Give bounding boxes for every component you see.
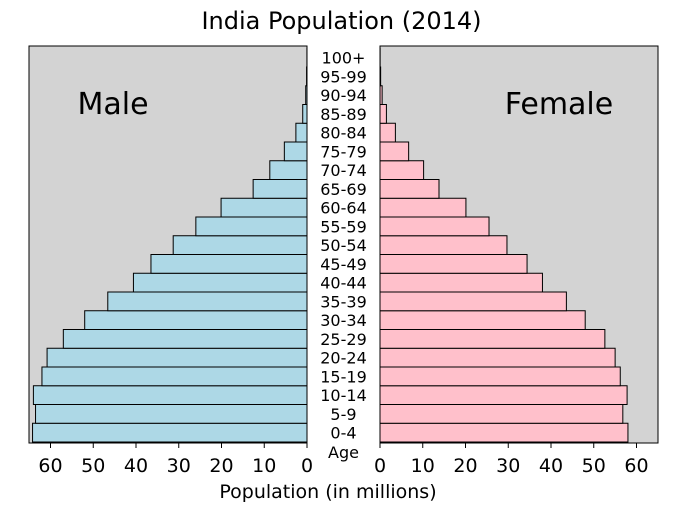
female-bar-0-4 [380, 423, 628, 442]
female-x-tick-label: 20 [453, 455, 477, 477]
age-tick-label: 25-29 [320, 330, 367, 349]
female-bar-70-74 [380, 161, 424, 180]
male-bar-50-54 [173, 236, 307, 255]
female-bar-45-49 [380, 255, 527, 274]
female-x-tick-label: 50 [582, 455, 606, 477]
male-bar-55-59 [196, 217, 307, 236]
male-bar-70-74 [270, 161, 307, 180]
female-bar-55-59 [380, 217, 489, 236]
age-tick-label: 20-24 [320, 349, 367, 368]
male-bar-80-84 [296, 123, 307, 142]
chart-title: India Population (2014) [201, 7, 481, 35]
female-bar-15-19 [380, 367, 620, 386]
male-bar-0-4 [33, 423, 307, 442]
male-bar-40-44 [133, 273, 307, 292]
male-bar-5-9 [36, 405, 307, 424]
male-x-tick-label: 30 [167, 455, 191, 477]
age-tick-label: 35-39 [320, 292, 367, 311]
female-bar-80-84 [380, 123, 395, 142]
age-tick-label: 65-69 [320, 180, 367, 199]
female-bar-85-89 [380, 105, 386, 124]
male-bar-60-64 [221, 198, 307, 217]
age-tick-label: 55-59 [320, 217, 367, 236]
female-bar-50-54 [380, 236, 507, 255]
age-tick-label: 5-9 [330, 405, 356, 424]
age-tick-label: 95-99 [320, 67, 367, 86]
male-x-tick-label: 50 [81, 455, 105, 477]
female-x-tick-label: 40 [539, 455, 563, 477]
female-bar-75-79 [380, 142, 409, 161]
female-bar-40-44 [380, 273, 542, 292]
male-bar-35-39 [108, 292, 307, 311]
female-x-tick-label: 10 [411, 455, 435, 477]
female-bar-65-69 [380, 180, 439, 199]
male-x-tick-label: 10 [252, 455, 276, 477]
male-x-tick-label: 0 [301, 455, 313, 477]
age-tick-label: 40-44 [320, 274, 367, 293]
male-x-tick-label: 40 [124, 455, 148, 477]
female-bar-25-29 [380, 330, 605, 349]
male-bar-45-49 [151, 255, 307, 274]
age-axis-title: Age [328, 443, 359, 462]
age-tick-label: 90-94 [320, 86, 367, 105]
age-tick-label: 10-14 [320, 386, 367, 405]
age-tick-label: 85-89 [320, 105, 367, 124]
age-tick-label: 30-34 [320, 311, 367, 330]
female-bar-30-34 [380, 311, 585, 330]
male-x-tick-label: 60 [38, 455, 62, 477]
female-x-tick-label: 0 [374, 455, 386, 477]
female-bar-60-64 [380, 198, 466, 217]
female-bar-20-24 [380, 348, 615, 367]
age-tick-label: 70-74 [320, 161, 367, 180]
female-bar-5-9 [380, 405, 623, 424]
age-tick-label: 75-79 [320, 142, 367, 161]
male-label: Male [77, 87, 148, 122]
male-bar-20-24 [47, 348, 307, 367]
female-bar-35-39 [380, 292, 566, 311]
male-bar-15-19 [42, 367, 307, 386]
male-bar-85-89 [303, 105, 307, 124]
age-labels: 0-45-910-1415-1920-2425-2930-3435-3940-4… [320, 49, 367, 443]
female-x-tick-label: 60 [624, 455, 648, 477]
female-bar-10-14 [380, 386, 627, 405]
age-tick-label: 100+ [322, 49, 366, 68]
age-tick-label: 80-84 [320, 124, 367, 143]
male-bar-75-79 [284, 142, 307, 161]
male-bar-30-34 [85, 311, 307, 330]
x-axis-title: Population (in millions) [219, 481, 436, 503]
age-tick-label: 15-19 [320, 367, 367, 386]
age-tick-label: 60-64 [320, 199, 367, 218]
male-x-tick-label: 20 [209, 455, 233, 477]
male-bar-10-14 [33, 386, 307, 405]
female-label: Female [505, 87, 613, 122]
male-bar-25-29 [63, 330, 307, 349]
age-tick-label: 0-4 [330, 424, 356, 443]
female-x-tick-label: 30 [496, 455, 520, 477]
age-tick-label: 50-54 [320, 236, 367, 255]
male-bar-65-69 [253, 180, 307, 199]
age-tick-label: 45-49 [320, 255, 367, 274]
